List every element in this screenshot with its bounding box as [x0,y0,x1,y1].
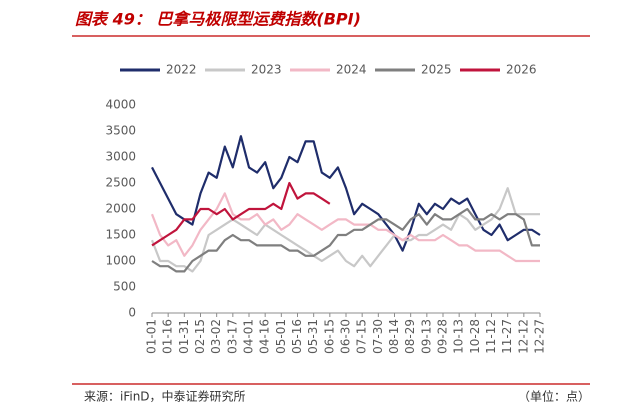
y-tick-label: 3000 [105,150,136,164]
x-tick-label: 04-01 [242,319,256,354]
x-tick-label: 02-15 [193,319,207,354]
legend-label: 2022 [166,63,197,77]
x-tick-label: 01-16 [161,319,175,354]
x-tick-label: 05-16 [290,319,304,354]
x-tick-label: 08-14 [387,319,401,354]
x-tick-label: 07-30 [371,319,385,354]
legend-label: 2023 [251,63,282,77]
x-tick-label: 06-30 [339,319,353,354]
series-line [150,192,540,263]
series-line [151,135,541,252]
y-tick-label: 4000 [105,98,136,112]
series-line [151,181,331,247]
x-tick-label: 01-31 [177,319,191,354]
x-tick-label: 01-01 [145,319,159,354]
y-tick-label: 1000 [105,254,136,268]
legend-label: 2026 [506,63,537,77]
source: 来源：iFinD，中泰证券研究所 [84,389,246,404]
x-tick-label: 03-17 [225,319,239,354]
y-tick-label: 3500 [105,124,136,138]
chart-title: 图表 49： 巴拿马极限型运费指数(BPI) [75,10,361,29]
x-tick-label: 08-29 [403,319,417,354]
y-tick-label: 2500 [105,176,136,190]
x-tick-label: 10-13 [452,319,466,354]
y-tick-label: 500 [113,280,136,294]
x-tick-label: 03-02 [209,319,223,354]
x-tick-label: 05-01 [274,319,288,354]
legend-label: 2024 [336,63,367,77]
x-tick-label: 09-13 [419,319,433,354]
x-tick-label: 09-28 [436,319,450,354]
series-line [151,207,540,273]
unit: （单位：点） [518,389,590,404]
y-tick-label: 1500 [105,228,136,242]
x-tick-label: 12-27 [533,319,547,354]
legend-label: 2025 [421,63,452,77]
y-tick-label: 2000 [105,202,136,216]
x-tick-label: 07-15 [355,319,369,354]
x-tick-label: 05-31 [306,319,320,354]
x-tick-label: 11-27 [500,319,514,354]
x-tick-label: 04-16 [258,319,272,354]
x-tick-label: 11-12 [484,319,498,354]
series-line [150,187,540,273]
x-tick-label: 12-12 [516,319,530,354]
x-tick-label: 06-15 [322,319,336,354]
x-tick-label: 10-28 [468,319,482,354]
y-tick-label: 0 [128,306,136,320]
